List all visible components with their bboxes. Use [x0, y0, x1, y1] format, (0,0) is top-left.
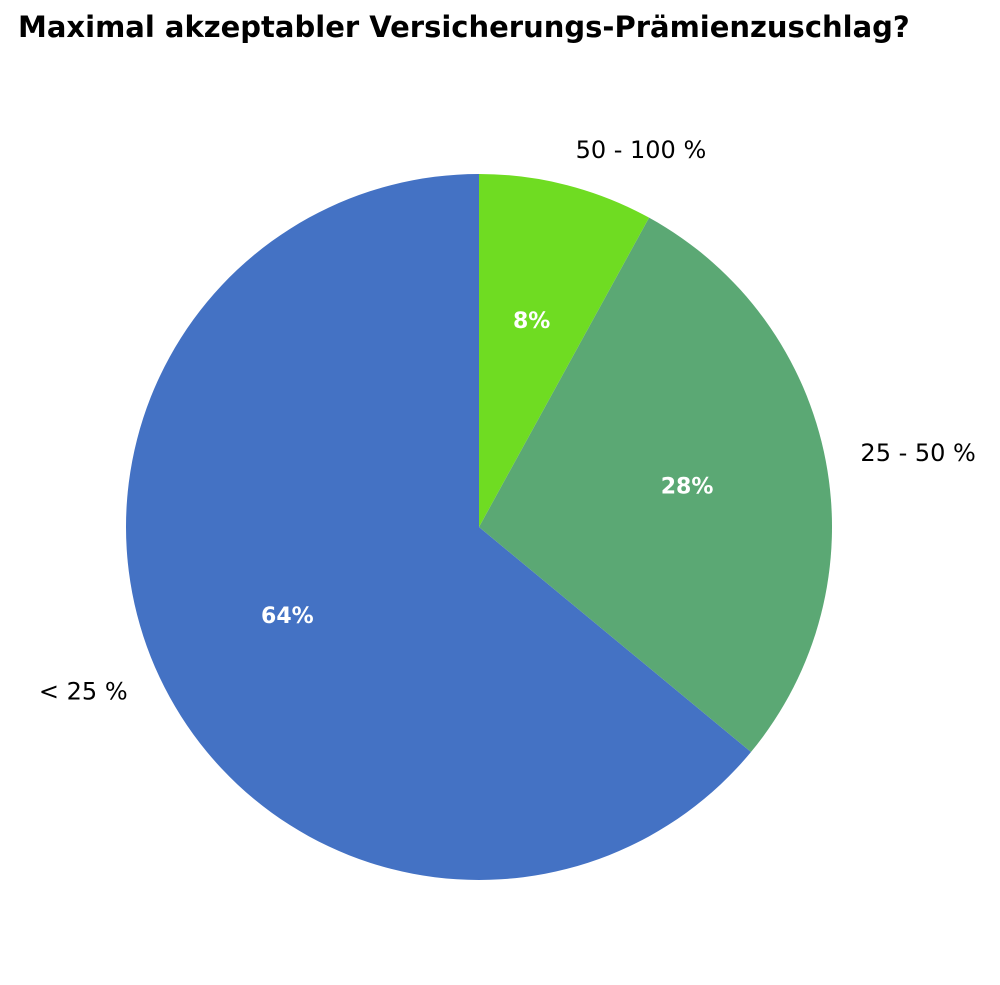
pie-slice	[125, 174, 751, 880]
slice-category-label: 25 - 50 %	[860, 439, 975, 467]
slice-percent-label: 28%	[661, 474, 714, 499]
slice-category-label: 50 - 100 %	[576, 136, 707, 164]
slice-percent-label: 64%	[261, 604, 314, 629]
slice-percent-label: 8%	[513, 309, 550, 334]
pie-slices	[125, 174, 832, 880]
pie-slice	[479, 217, 832, 753]
slice-category-label: < 25 %	[39, 677, 128, 705]
pie-labels: < 25 % 64% 25 - 50 % 28% 50 - 100 % 8%	[39, 136, 976, 705]
chart-title: Maximal akzeptabler Versicherungs-Prämie…	[18, 10, 910, 44]
pie-slice	[479, 174, 650, 527]
